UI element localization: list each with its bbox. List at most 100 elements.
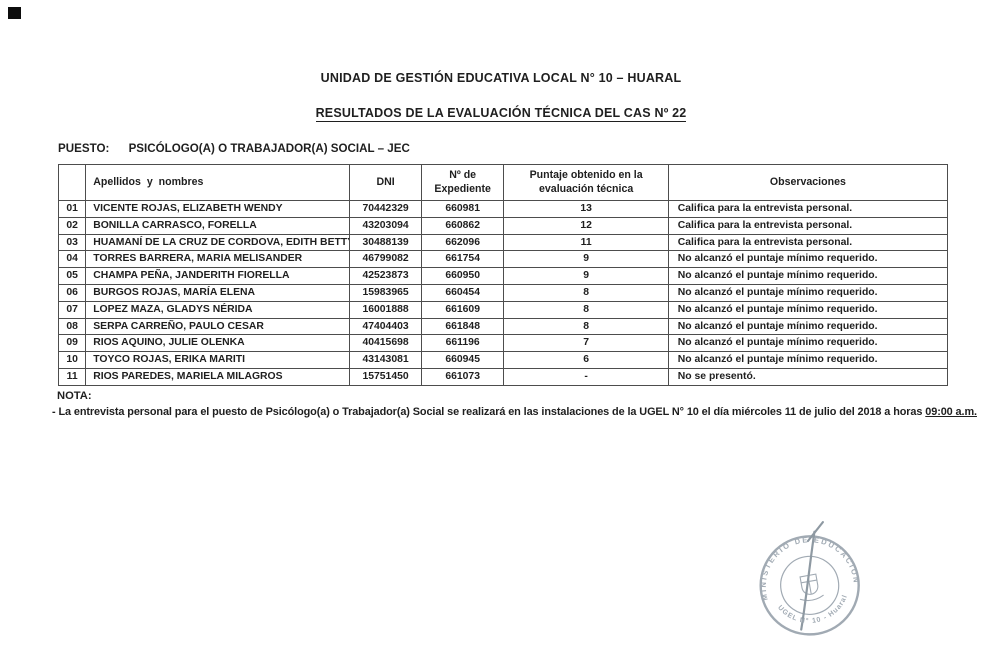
row-score: 12 [503,216,669,235]
row-observations: Califica para la entrevista personal. [667,216,949,235]
table-row: 01 VICENTE ROJAS, ELIZABETH WENDY 704423… [57,200,949,218]
row-name: HUAMANÍ DE LA CRUZ DE CORDOVA, EDITH BET… [85,233,351,252]
row-number: 04 [57,250,87,269]
row-expediente: 660950 [420,267,505,285]
nota-time: 09:00 a.m. [925,406,977,418]
row-observations: No alcanzó el puntaje mínimo requerido. [667,283,949,302]
row-name: RIOS PAREDES, MARIELA MILAGROS [85,367,351,386]
row-name: VICENTE ROJAS, ELIZABETH WENDY [85,200,351,218]
row-expediente: 661196 [420,334,505,353]
row-observations: No alcanzó el puntaje mínimo requerido. [667,300,949,319]
table-row: 07 LOPEZ MAZA, GLADYS NÉRIDA 16001888 66… [57,300,949,319]
row-number: 01 [57,200,87,218]
row-observations: No alcanzó el puntaje mínimo requerido. [667,334,949,353]
row-score: 13 [503,200,669,218]
ministry-stamp: MINISTERIO DE EDUCACION UGEL N° 10 - Hua… [751,521,861,636]
row-score: 9 [503,267,669,285]
stamp-emblem [799,573,824,602]
row-observations: No alcanzó el puntaje mínimo requerido. [667,317,949,336]
stamp-arc-bottom-text: UGEL N° 10 - Huaral [776,592,854,630]
row-name: CHAMPA PEÑA, JANDERITH FIORELLA [85,267,351,285]
row-name: BURGOS ROJAS, MARÍA ELENA [85,283,351,302]
results-table-body: 01 VICENTE ROJAS, ELIZABETH WENDY 704423… [57,200,949,386]
table-row: 11 RIOS PAREDES, MARIELA MILAGROS 157514… [57,367,949,386]
row-number: 06 [57,283,87,302]
table-row: 08 SERPA CARREÑO, PAULO CESAR 47404403 6… [57,317,949,336]
row-name: LOPEZ MAZA, GLADYS NÉRIDA [85,300,351,319]
row-number: 05 [57,267,87,285]
col-header-score: Puntaje obtenido en la evaluación técnic… [503,164,669,201]
row-number: 03 [57,233,87,252]
row-expediente: 661609 [420,300,505,319]
row-dni: 43143081 [349,351,422,369]
signature-stroke [800,521,824,631]
row-expediente: 660454 [420,283,505,302]
row-name: SERPA CARREÑO, PAULO CESAR [85,317,351,336]
col-header-score-line2: evaluación técnica [539,182,634,195]
table-row: 10 TOYCO ROJAS, ERIKA MARITI 43143081 66… [57,351,949,369]
col-header-score-line1: Puntaje obtenido en la [529,168,643,181]
col-header-number [57,164,87,201]
scan-corner-mark [8,7,21,19]
row-number: 11 [57,367,87,386]
row-expediente: 660981 [420,200,505,218]
row-dni: 16001888 [349,300,422,319]
table-row: 04 TORRES BARRERA, MARIA MELISANDER 4679… [57,250,949,269]
row-expediente: 661073 [420,367,505,386]
row-dni: 15751450 [349,367,422,386]
row-observations: No se presentó. [667,367,949,386]
row-observations: Califica para la entrevista personal. [667,233,949,252]
row-number: 08 [57,317,87,336]
nota-label: NOTA: [57,390,92,402]
row-score: 8 [503,317,669,336]
svg-text:UGEL N° 10 - Huaral: UGEL N° 10 - Huaral [776,592,854,630]
table-row: 05 CHAMPA PEÑA, JANDERITH FIORELLA 42523… [57,267,949,285]
row-observations: No alcanzó el puntaje mínimo requerido. [667,250,949,269]
row-dni: 40415698 [349,334,422,353]
col-header-expediente: Nº de Expediente [420,164,505,201]
row-score: 9 [503,250,669,269]
results-table-header: Apellidos y nombres DNI Nº de Expediente… [57,164,949,201]
document-subtitle: RESULTADOS DE LA EVALUACIÓN TÉCNICA DEL … [315,106,687,122]
results-table: Apellidos y nombres DNI Nº de Expediente… [57,164,949,386]
table-row: 02 BONILLA CARRASCO, FORELLA 43203094 66… [57,216,949,235]
position-line: PUESTO: PSICÓLOGO(A) O TRABAJADOR(A) SOC… [58,142,410,155]
document-subtitle-wrap: RESULTADOS DE LA EVALUACIÓN TÉCNICA DEL … [0,104,1002,122]
row-name: TORRES BARRERA, MARIA MELISANDER [85,250,351,269]
row-score: 8 [503,300,669,319]
row-observations: No alcanzó el puntaje mínimo requerido. [667,351,949,369]
row-score: 6 [503,351,669,369]
row-number: 02 [57,216,87,235]
row-dni: 46799082 [349,250,422,269]
row-expediente: 661848 [420,317,505,336]
col-header-expediente-line2: Expediente [434,182,491,195]
stamp-outer-ring [759,535,860,636]
row-dni: 43203094 [349,216,422,235]
row-score: 11 [503,233,669,252]
row-observations: Califica para la entrevista personal. [667,200,949,218]
row-expediente: 660862 [420,216,505,235]
document-title: UNIDAD DE GESTIÓN EDUCATIVA LOCAL N° 10 … [320,71,682,85]
row-expediente: 661754 [420,250,505,269]
position-value: PSICÓLOGO(A) O TRABAJADOR(A) SOCIAL – JE… [128,142,410,155]
stamp-inner-ring [780,555,840,615]
table-row: 06 BURGOS ROJAS, MARÍA ELENA 15983965 66… [57,283,949,302]
col-header-dni: DNI [349,164,422,201]
table-row: 09 RIOS AQUINO, JULIE OLENKA 40415698 66… [57,334,949,353]
row-dni: 47404403 [349,317,422,336]
header-row: Apellidos y nombres DNI Nº de Expediente… [57,164,949,201]
row-name: BONILLA CARRASCO, FORELLA [85,216,351,235]
position-label: PUESTO: [58,142,110,155]
row-name: RIOS AQUINO, JULIE OLENKA [85,334,351,353]
row-observations: No alcanzó el puntaje mínimo requerido. [667,267,949,285]
col-header-name: Apellidos y nombres [85,164,351,201]
row-expediente: 660945 [420,351,505,369]
row-score: 7 [503,334,669,353]
col-header-expediente-line1: Nº de [449,168,477,181]
row-dni: 70442329 [349,200,422,218]
row-dni: 15983965 [349,283,422,302]
row-number: 10 [57,351,87,369]
row-dni: 30488139 [349,233,422,252]
row-number: 09 [57,334,87,353]
